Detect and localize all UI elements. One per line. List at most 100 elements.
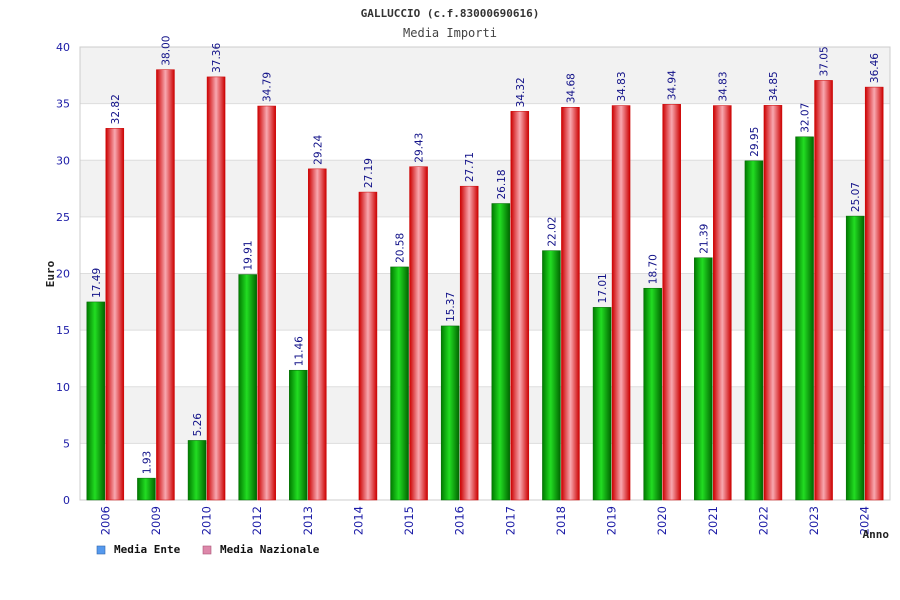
x-axis-label: Anno <box>863 528 890 541</box>
y-tick-label: 30 <box>56 154 70 167</box>
bar-label-media-ente-2012: 19.91 <box>243 240 255 270</box>
legend-label-media-ente: Media Ente <box>114 543 181 556</box>
legend: Media Ente Media Nazionale <box>96 543 320 556</box>
bar-media-nazionale-2021 <box>713 105 732 501</box>
bar-media-ente-2017 <box>491 203 511 501</box>
bar-media-ente-2009 <box>137 477 156 501</box>
x-tick-label-2010: 2010 <box>200 506 214 535</box>
bar-label-media-nazionale-2006: 32.82 <box>110 94 122 124</box>
x-tick-label-2013: 2013 <box>301 506 315 535</box>
bar-label-media-nazionale-2015: 29.43 <box>414 133 426 163</box>
x-tick-label-2017: 2017 <box>503 506 517 535</box>
bar-label-media-ente-2016: 15.37 <box>445 292 457 322</box>
bar-label-media-ente-2018: 22.02 <box>546 217 558 247</box>
bar-media-nazionale-2020 <box>662 104 681 501</box>
bar-label-media-nazionale-2010: 37.36 <box>211 43 223 73</box>
bar-media-ente-2021 <box>694 257 713 501</box>
bar-label-media-ente-2017: 26.18 <box>496 169 508 199</box>
bar-media-ente-2024 <box>845 215 865 501</box>
x-tick-label-2022: 2022 <box>756 506 770 535</box>
x-tick-label-2009: 2009 <box>149 506 163 535</box>
bar-media-ente-2022 <box>744 160 764 501</box>
x-tick-label-2016: 2016 <box>453 506 467 535</box>
bars <box>86 69 884 501</box>
bar-media-nazionale-2017 <box>510 111 530 501</box>
y-tick-label: 20 <box>56 268 70 281</box>
bar-label-media-ente-2015: 20.58 <box>395 233 407 263</box>
bar-media-nazionale-2023 <box>814 80 833 501</box>
bar-media-nazionale-2019 <box>611 105 631 501</box>
bar-label-media-nazionale-2017: 34.32 <box>515 77 527 107</box>
bar-media-nazionale-2022 <box>763 105 783 501</box>
bar-media-ente-2020 <box>643 287 662 501</box>
y-axis-ticks: 0 5 10 15 20 25 30 35 40 <box>56 41 70 507</box>
bar-media-nazionale-2018 <box>561 106 580 501</box>
bar-media-ente-2013 <box>289 369 308 501</box>
bar-label-media-ente-2006: 17.49 <box>91 268 103 298</box>
plot-frame <box>79 46 891 501</box>
bar-label-media-ente-2019: 17.01 <box>597 273 609 303</box>
bar-media-nazionale-2009 <box>156 69 175 501</box>
bar-media-nazionale-2024 <box>864 86 884 501</box>
bar-media-ente-2012 <box>238 274 257 501</box>
bar-label-media-ente-2021: 21.39 <box>698 224 710 254</box>
y-tick-label: 5 <box>63 437 70 450</box>
bar-label-media-ente-2010: 5.26 <box>192 413 204 437</box>
x-tick-label-2015: 2015 <box>402 506 416 535</box>
bar-media-ente-2006 <box>86 301 106 501</box>
bar-label-media-nazionale-2021: 34.83 <box>717 71 729 101</box>
y-tick-label: 40 <box>56 41 70 54</box>
x-tick-label-2023: 2023 <box>807 506 821 535</box>
bar-media-ente-2023 <box>795 136 814 501</box>
bar-label-media-ente-2020: 18.70 <box>648 254 660 284</box>
y-tick-label: 35 <box>56 98 70 111</box>
bar-label-media-nazionale-2012: 34.79 <box>262 72 274 102</box>
x-tick-label-2018: 2018 <box>554 506 568 535</box>
x-tick-label-2014: 2014 <box>351 506 365 535</box>
bar-label-media-ente-2022: 29.95 <box>749 127 761 157</box>
bar-label-media-nazionale-2024: 36.46 <box>869 53 881 83</box>
bar-media-ente-2016 <box>440 325 460 501</box>
x-tick-label-2021: 2021 <box>706 506 720 535</box>
bar-media-nazionale-2016 <box>459 185 479 501</box>
x-tick-label-2024: 2024 <box>858 506 872 535</box>
bar-media-ente-2010 <box>187 440 207 501</box>
bar-label-media-ente-2009: 1.93 <box>141 451 153 474</box>
bar-media-ente-2018 <box>542 250 561 501</box>
bar-label-media-ente-2024: 25.07 <box>850 182 862 212</box>
bar-label-media-nazionale-2014: 27.19 <box>363 158 375 188</box>
x-tick-label-2019: 2019 <box>605 506 619 535</box>
bar-media-nazionale-2014 <box>358 191 378 501</box>
bar-label-media-nazionale-2019: 34.83 <box>616 71 628 101</box>
bar-media-ente-2015 <box>390 266 409 501</box>
y-tick-label: 0 <box>63 494 70 507</box>
legend-swatch-media-ente <box>96 545 106 555</box>
bar-label-media-nazionale-2023: 37.05 <box>819 46 831 76</box>
bar-label-media-nazionale-2009: 38.00 <box>160 36 172 66</box>
y-tick-label: 10 <box>56 381 70 394</box>
legend-label-media-nazionale: Media Nazionale <box>220 543 320 556</box>
x-tick-label-2012: 2012 <box>250 506 264 535</box>
chart-subtitle: Media Importi <box>403 26 497 40</box>
chart-title: GALLUCCIO (c.f.83000690616) <box>361 7 540 20</box>
bar-label-media-ente-2023: 32.07 <box>800 103 812 133</box>
bar-label-media-nazionale-2022: 34.85 <box>768 71 780 101</box>
bar-media-nazionale-2012 <box>257 105 276 501</box>
legend-swatch-media-nazionale <box>202 545 212 555</box>
y-tick-label: 15 <box>56 324 70 337</box>
x-axis-ticks: 2006 2009 2010 2012 2013 2014 2015 2016 2017 2018… <box>98 506 871 535</box>
x-tick-label-2020: 2020 <box>655 506 669 535</box>
bar-media-nazionale-2006 <box>105 128 125 501</box>
y-axis-label: Euro <box>44 260 57 287</box>
bar-media-nazionale-2015 <box>409 166 428 501</box>
y-tick-label: 25 <box>56 211 70 224</box>
bar-label-media-nazionale-2013: 29.24 <box>312 134 324 164</box>
bar-label-media-nazionale-2020: 34.94 <box>667 70 679 100</box>
bar-media-nazionale-2010 <box>206 76 226 501</box>
bar-label-media-nazionale-2016: 27.71 <box>464 152 476 182</box>
bar-value-labels: 17.49 32.82 1.93 38.00 5.26 37.36 19.91 34.79 11… <box>91 36 881 475</box>
bar-label-media-ente-2013: 11.46 <box>293 336 305 366</box>
bar-label-media-nazionale-2018: 34.68 <box>565 73 577 103</box>
bar-media-ente-2019 <box>592 307 612 501</box>
